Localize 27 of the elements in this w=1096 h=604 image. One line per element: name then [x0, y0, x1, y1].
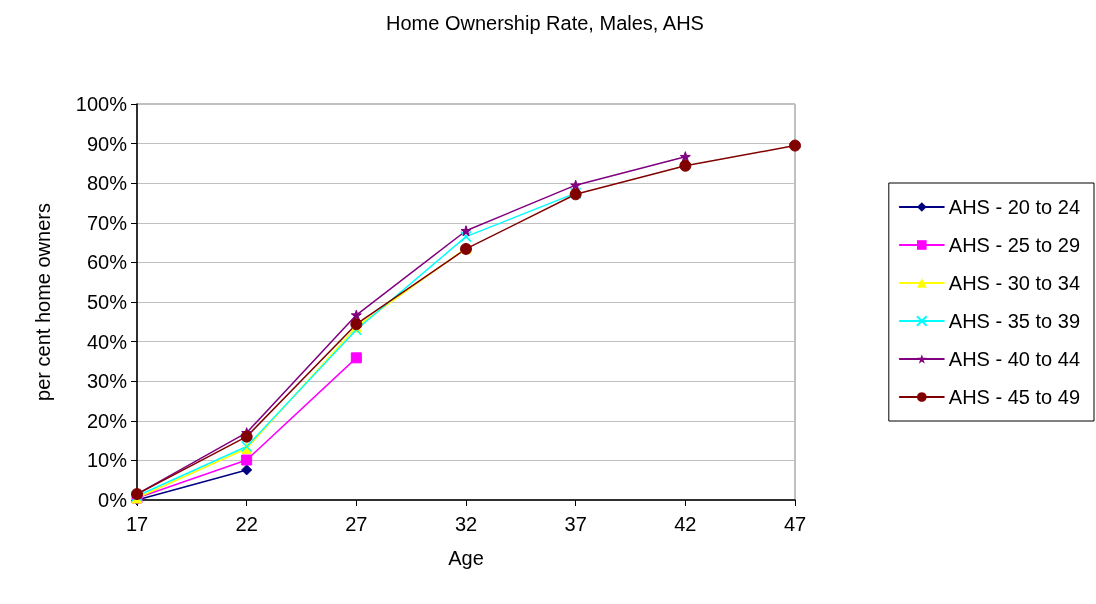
y-tick-label: 50%	[86, 291, 128, 313]
x-axis-title: Age	[448, 547, 484, 569]
x-tick-label: 17	[125, 513, 149, 535]
y-tick-label: 0%	[98, 489, 128, 511]
x-tick-label: 27	[345, 513, 368, 535]
legend-label: AHS - 25 to 29	[948, 234, 1081, 256]
legend-label: AHS - 35 to 39	[948, 310, 1081, 332]
y-tick-label: 70%	[86, 211, 128, 234]
chart-title: Home Ownership Rate, Males, AHS	[386, 12, 704, 34]
y-tick-label: 30%	[86, 370, 128, 393]
x-tick-label: 32	[454, 513, 478, 535]
y-tick-label: 40%	[86, 330, 128, 353]
x-tick-label: 37	[564, 513, 587, 535]
x-tick-label: 22	[235, 513, 258, 535]
x-tick-label: 47	[783, 513, 807, 535]
y-axis-title: per cent home owners	[32, 203, 54, 401]
legend-label: AHS - 30 to 34	[948, 272, 1081, 294]
y-tick-label: 90%	[86, 132, 128, 155]
y-tick-label: 20%	[86, 409, 128, 432]
y-tick-label: 100%	[75, 93, 128, 115]
legend-label: AHS - 45 to 49	[948, 386, 1081, 408]
legend-label: AHS - 40 to 44	[948, 348, 1081, 370]
y-tick-label: 60%	[86, 251, 128, 274]
x-tick-label: 42	[674, 513, 697, 535]
y-tick-label: 80%	[86, 172, 128, 195]
y-tick-label: 10%	[86, 449, 128, 472]
legend-label: AHS - 20 to 24	[948, 196, 1081, 218]
